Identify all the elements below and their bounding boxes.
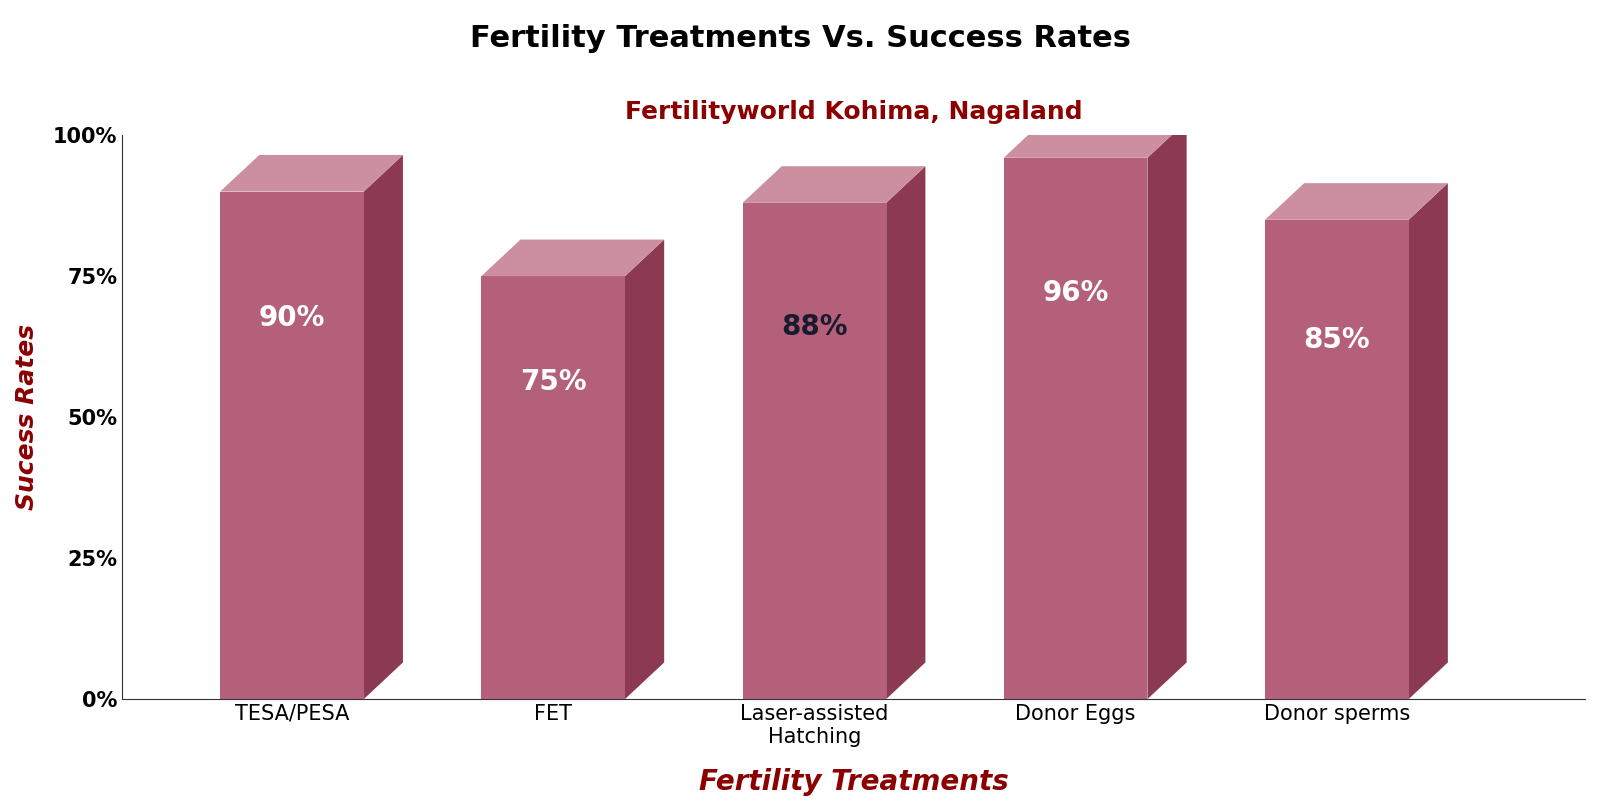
Title: Fertilityworld Kohima, Nagaland: Fertilityworld Kohima, Nagaland	[624, 100, 1082, 123]
Text: 96%: 96%	[1043, 279, 1109, 307]
X-axis label: Fertility Treatments: Fertility Treatments	[699, 768, 1008, 796]
Bar	[742, 203, 886, 699]
Polygon shape	[1003, 121, 1187, 158]
Bar	[1266, 220, 1408, 699]
Polygon shape	[1266, 183, 1448, 220]
Polygon shape	[742, 166, 925, 203]
Polygon shape	[1147, 121, 1187, 699]
Polygon shape	[363, 155, 403, 699]
Bar	[221, 191, 363, 699]
Bar	[482, 277, 626, 699]
Polygon shape	[221, 155, 403, 191]
Bar	[1003, 158, 1147, 699]
Text: Fertility Treatments Vs. Success Rates: Fertility Treatments Vs. Success Rates	[469, 24, 1131, 54]
Polygon shape	[886, 166, 925, 699]
Polygon shape	[482, 239, 664, 277]
Polygon shape	[1408, 183, 1448, 699]
Y-axis label: Sucess Rates: Sucess Rates	[14, 324, 38, 510]
Text: 85%: 85%	[1304, 326, 1370, 354]
Text: 90%: 90%	[259, 304, 325, 333]
Text: 75%: 75%	[520, 368, 587, 396]
Polygon shape	[626, 239, 664, 699]
Text: 88%: 88%	[781, 313, 848, 341]
